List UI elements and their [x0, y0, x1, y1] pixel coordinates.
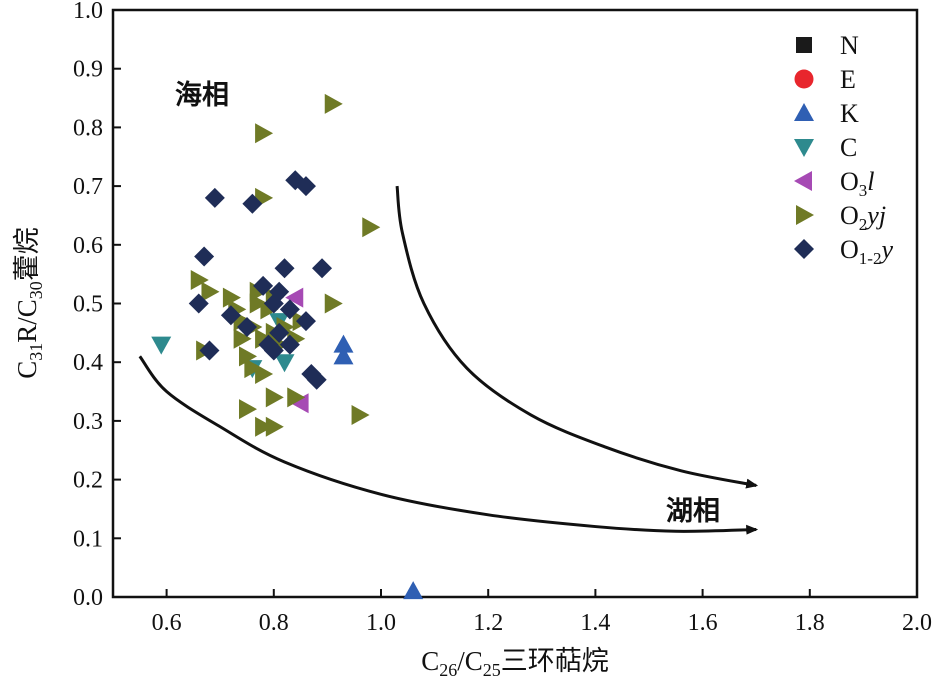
trend-curves: [138, 185, 759, 535]
data-point-o1-2y: [253, 275, 274, 296]
data-point-o1-2y: [199, 340, 220, 361]
data-point-o2yj: [255, 416, 274, 437]
data-point-o1-2y: [295, 311, 316, 332]
legend-label: O2yj: [840, 201, 886, 234]
y-tick-label: 0.8: [73, 115, 103, 141]
annotation-lacustrine: 湖相: [666, 496, 720, 527]
x-tick-label: 0.8: [259, 610, 289, 636]
data-point-o2yj: [239, 346, 257, 367]
data-point-o2yj: [324, 293, 343, 314]
data-point-o3l: [290, 393, 309, 414]
y-tick-label: 0.7: [73, 174, 103, 200]
data-point-o2yj: [287, 387, 306, 408]
data-point-k: [403, 581, 424, 600]
y-tick-label: 1.0: [73, 0, 103, 24]
legend-marker-n: [796, 37, 812, 53]
x-tick-label: 2.0: [902, 610, 932, 636]
data-point-o1-2y: [269, 322, 290, 343]
x-axis-label: C26/C25三环萜烷: [421, 646, 609, 680]
data-point-o1-2y: [279, 299, 300, 320]
data-point-o2yj: [351, 405, 370, 426]
data-point-o2yj: [324, 93, 343, 114]
data-point-o3l: [285, 287, 304, 308]
data-points: [151, 93, 424, 600]
data-point-o2yj: [222, 287, 241, 308]
legend-label: O1-2y: [840, 235, 893, 268]
data-point-o1-2y: [312, 258, 333, 279]
data-point-k: [333, 334, 354, 353]
axis-ticks: 0.6 0.8 1.0 1.2 1.4 1.6 1.8 2.0 0.0 0.1 0.2 0.3 0.4 0…: [73, 0, 932, 636]
y-tick-label: 0.6: [73, 233, 103, 259]
data-point-o1-2y: [204, 187, 225, 208]
x-tick-label: 1.8: [795, 610, 825, 636]
y-tick-label: 0.5: [73, 292, 103, 318]
data-point-o1-2y: [274, 258, 295, 279]
x-tick-label: 1.0: [366, 610, 396, 636]
y-tick-label: 0.0: [73, 585, 103, 611]
data-point-c: [151, 336, 172, 355]
marine-to-lacustrine-lower-arrow: [138, 355, 759, 535]
legend-label: C: [840, 133, 857, 162]
data-point-o1-2y: [306, 369, 327, 390]
x-tick-label: 0.6: [152, 610, 182, 636]
data-point-o2yj: [190, 270, 209, 291]
y-tick-label: 0.2: [73, 468, 103, 494]
legend-marker-o3l: [794, 171, 812, 191]
data-point-o2yj: [362, 217, 381, 238]
marine-to-lacustrine-upper-arrow: [395, 185, 759, 489]
data-point-o1-2y: [194, 246, 215, 267]
data-point-o1-2y: [269, 281, 290, 302]
x-tick-label: 1.6: [688, 610, 718, 636]
data-point-o2yj: [265, 416, 284, 437]
data-point-o2yj: [255, 123, 274, 144]
data-point-k: [333, 346, 354, 365]
legend-marker-o1-2y: [794, 239, 814, 259]
data-point-o2yj: [255, 363, 274, 384]
x-tick-label: 1.4: [580, 610, 610, 636]
data-point-o1-2y: [242, 193, 263, 214]
legend-marker-c: [794, 139, 814, 157]
data-point-o1-2y: [279, 334, 300, 355]
annotation-marine: 海相: [175, 80, 229, 111]
legend-marker-o2yj: [796, 205, 814, 225]
data-point-o1-2y: [188, 293, 209, 314]
data-point-o2yj: [239, 399, 257, 420]
legend-label: K: [840, 99, 859, 128]
data-point-c: [274, 354, 295, 373]
x-tick-label: 1.2: [473, 610, 503, 636]
data-point-o1-2y: [220, 305, 241, 326]
legend-marker-e: [794, 69, 814, 89]
data-point-o1-2y: [295, 176, 316, 197]
legend-label: O3l: [840, 167, 875, 200]
y-tick-label: 0.1: [73, 526, 103, 552]
y-tick-label: 0.9: [73, 57, 103, 83]
legend-label: N: [840, 31, 859, 60]
legend-marker-k: [794, 103, 814, 121]
data-point-o2yj: [244, 358, 263, 379]
y-axis-label: C31R/C30藿烷: [12, 227, 46, 379]
data-point-o1-2y: [237, 316, 257, 337]
data-point-o2yj: [201, 281, 220, 302]
data-point-o2yj: [233, 328, 252, 349]
y-tick-label: 0.3: [73, 409, 103, 435]
data-point-o2yj: [265, 387, 284, 408]
legend-label: E: [840, 65, 856, 94]
y-tick-label: 0.4: [73, 350, 103, 376]
data-point-o1-2y: [263, 340, 284, 361]
